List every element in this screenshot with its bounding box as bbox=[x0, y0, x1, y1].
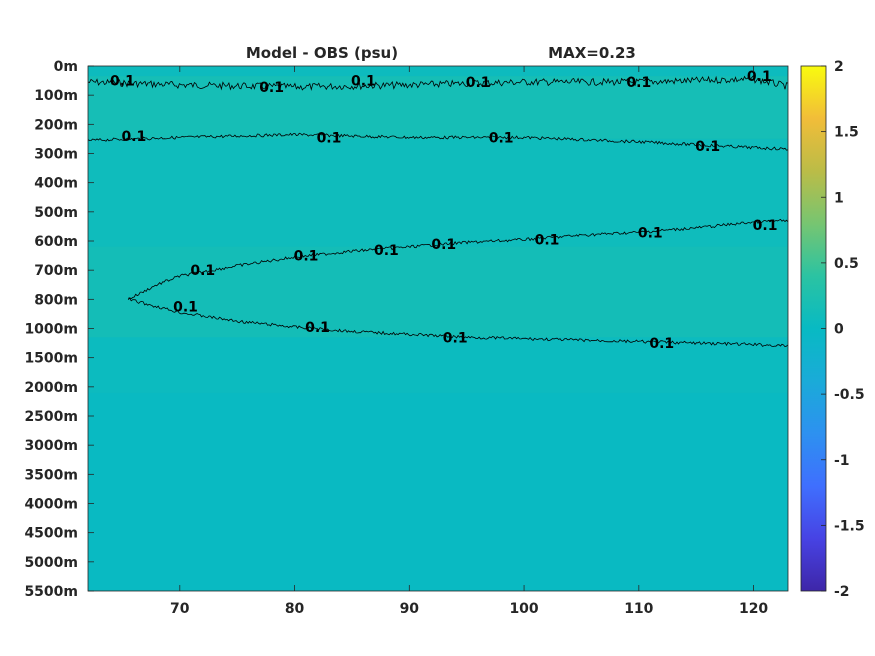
y-tick-label: 700m bbox=[34, 263, 78, 279]
y-tick-label: 4000m bbox=[24, 497, 78, 513]
contour-upper-wedge-label-3: 0.1 bbox=[431, 237, 456, 253]
contour-near-surface-label-3: 0.1 bbox=[466, 75, 491, 91]
contour-lower-wedge-label-0: 0.1 bbox=[173, 300, 198, 316]
colorbar-tick-label: -0.5 bbox=[834, 387, 865, 403]
y-tick-label: 2000m bbox=[24, 380, 78, 396]
y-tick-label: 5000m bbox=[24, 555, 78, 571]
contour-upper-wedge-label-2: 0.1 bbox=[374, 243, 399, 259]
contour-near-surface-label-2: 0.1 bbox=[351, 74, 376, 90]
y-tick-label: 5500m bbox=[24, 584, 78, 600]
contour-upper-wedge-label-5: 0.1 bbox=[638, 225, 663, 241]
y-tick-label: 300m bbox=[34, 147, 78, 163]
contour-near-surface-label-4: 0.1 bbox=[626, 75, 651, 91]
contour-250m-label-2: 0.1 bbox=[489, 130, 514, 146]
contour-lower-wedge bbox=[128, 297, 788, 348]
field-band-2 bbox=[88, 138, 788, 247]
x-tick-label: 110 bbox=[624, 601, 653, 617]
contour-upper-wedge-label-6: 0.1 bbox=[753, 218, 778, 234]
x-tick-label: 90 bbox=[400, 601, 420, 617]
y-tick-label: 1000m bbox=[24, 322, 78, 338]
contour-250m bbox=[88, 132, 788, 151]
chart-subtitle-max: MAX=0.23 bbox=[548, 44, 636, 62]
colorbar-tick-label: 2 bbox=[834, 59, 844, 75]
contour-upper-wedge-label-4: 0.1 bbox=[535, 233, 560, 249]
y-tick-label: 800m bbox=[34, 292, 78, 308]
field-layer bbox=[88, 66, 788, 591]
contour-lower-wedge-label-3: 0.1 bbox=[649, 336, 674, 352]
contour-near-surface-label-0: 0.1 bbox=[110, 74, 135, 90]
field-band-5 bbox=[88, 392, 788, 591]
contour-250m-label-1: 0.1 bbox=[317, 130, 342, 146]
y-tick-label: 100m bbox=[34, 88, 78, 104]
y-tick-label: 500m bbox=[34, 205, 78, 221]
contour-near-surface bbox=[88, 74, 788, 91]
colorbar: 2 1.5 1 0.5 0 -0.5 -1 -1.5 -2 bbox=[800, 59, 865, 600]
y-tick-label: 200m bbox=[34, 117, 78, 133]
colorbar-tick-label: -1 bbox=[834, 453, 850, 469]
field-band-0 bbox=[88, 66, 788, 77]
colorbar-ticks: 2 1.5 1 0.5 0 -0.5 -1 -1.5 -2 bbox=[821, 59, 865, 600]
y-tick-label: 600m bbox=[34, 234, 78, 250]
x-tick-label: 120 bbox=[739, 601, 768, 617]
y-tick-label: 400m bbox=[34, 176, 78, 192]
contour-upper-wedge bbox=[127, 218, 788, 300]
x-tick-label: 100 bbox=[509, 601, 538, 617]
chart-title: Model - OBS (psu) bbox=[246, 44, 398, 62]
plot-area: 0.1 0.1 0.1 0.1 0.1 0.1 0.1 0.1 0.1 0.1 0.1 0.1 0.1 0… bbox=[87, 65, 789, 592]
y-tick-label: 2500m bbox=[24, 409, 78, 425]
x-tick-label: 80 bbox=[285, 601, 305, 617]
contour-250m-label-3: 0.1 bbox=[695, 139, 720, 155]
colorbar-tick-label: 1.5 bbox=[834, 125, 859, 141]
y-tick-label: 3000m bbox=[24, 438, 78, 454]
field-band-3 bbox=[88, 246, 788, 338]
y-tick-label: 4500m bbox=[24, 526, 78, 542]
contour-lower-wedge-label-2: 0.1 bbox=[443, 330, 468, 346]
colorbar-tick-label: 0 bbox=[834, 322, 844, 338]
y-tick-label: 3500m bbox=[24, 467, 78, 483]
contour-lower-wedge-label-1: 0.1 bbox=[305, 320, 330, 336]
contour-near-surface-label-5: 0.1 bbox=[747, 69, 772, 85]
field-band-1 bbox=[88, 76, 788, 139]
contour-250m-label-0: 0.1 bbox=[121, 129, 146, 145]
y-tick-label: 0m bbox=[54, 59, 78, 75]
y-axis: 0m 100m 200m 300m 400m 500m 600m 700m 800m 1000m 1… bbox=[24, 59, 94, 600]
colorbar-tick-label: 0.5 bbox=[834, 256, 859, 272]
contour-upper-wedge-label-0: 0.1 bbox=[190, 263, 215, 279]
x-tick-label: 70 bbox=[170, 601, 190, 617]
x-axis: 70 80 90 100 110 120 bbox=[170, 66, 768, 617]
colorbar-tick-label: -2 bbox=[834, 584, 850, 600]
contour-near-surface-label-1: 0.1 bbox=[259, 80, 284, 96]
contour-layer: 0.1 0.1 0.1 0.1 0.1 0.1 0.1 0.1 0.1 0.1 0.1 0.1 0.1 0… bbox=[88, 69, 788, 352]
field-band-4 bbox=[88, 337, 788, 393]
colorbar-tick-label: -1.5 bbox=[834, 518, 865, 534]
y-tick-label: 1500m bbox=[24, 351, 78, 367]
contour-upper-wedge-label-1: 0.1 bbox=[294, 249, 319, 265]
colorbar-tick-label: 1 bbox=[834, 190, 844, 206]
